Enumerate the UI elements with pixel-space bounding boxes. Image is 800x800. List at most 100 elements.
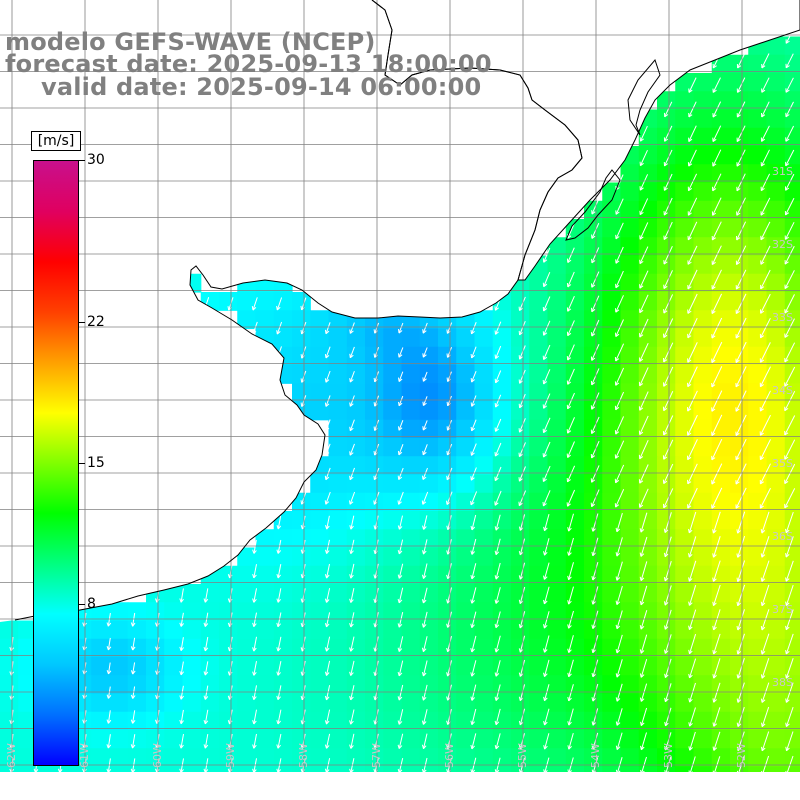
colorbar-tick-label: 8 xyxy=(87,596,96,613)
field-cell xyxy=(638,492,658,512)
field-cell xyxy=(748,511,768,530)
wind-arrow xyxy=(614,464,625,484)
wind-arrow xyxy=(179,661,184,676)
field-cell xyxy=(164,730,184,749)
field-cell xyxy=(474,511,494,530)
field-cell xyxy=(675,657,695,676)
wind-arrow xyxy=(639,536,648,557)
wind-arrow xyxy=(252,564,257,579)
field-cell xyxy=(127,693,147,713)
field-cell xyxy=(675,164,695,184)
wind-arrow xyxy=(711,390,723,412)
field-cell xyxy=(219,657,238,676)
field-cell xyxy=(492,693,512,713)
wind-arrow xyxy=(615,561,623,581)
field-cell xyxy=(565,419,585,439)
wind-arrow xyxy=(662,415,674,436)
wind-arrow xyxy=(614,343,625,362)
wind-arrow xyxy=(494,660,501,677)
field-cell xyxy=(511,547,530,567)
field-cell xyxy=(219,602,238,622)
field-cell xyxy=(547,748,567,768)
field-cell xyxy=(766,511,786,530)
wind-arrow xyxy=(179,612,184,627)
wind-arrow xyxy=(421,709,428,725)
field-cell xyxy=(584,310,603,330)
wind-arrow xyxy=(518,659,526,677)
wind-arrow xyxy=(784,318,795,338)
wind-arrow xyxy=(711,438,723,461)
field-cell xyxy=(584,584,603,603)
wind-arrow xyxy=(591,708,599,726)
field-cell xyxy=(730,164,749,184)
field-cell xyxy=(328,328,348,348)
field-cell xyxy=(419,602,439,622)
field-cell xyxy=(748,365,768,384)
field-cell xyxy=(474,638,494,658)
field-cell xyxy=(511,584,530,603)
field-cell xyxy=(529,419,549,439)
wind-arrow xyxy=(252,636,257,652)
field-cell xyxy=(0,693,19,713)
wind-arrow xyxy=(470,491,478,506)
wind-arrow xyxy=(543,538,550,556)
wind-arrow xyxy=(760,149,770,167)
field-cell xyxy=(565,255,585,275)
wind-arrow xyxy=(687,221,698,241)
wind-arrow xyxy=(711,414,723,437)
field-cell xyxy=(748,146,768,165)
field-cell xyxy=(310,620,330,640)
wind-arrow xyxy=(422,347,428,358)
field-cell xyxy=(766,474,786,494)
wind-arrow xyxy=(687,269,698,290)
wind-arrow xyxy=(566,392,575,410)
wind-arrow xyxy=(179,637,184,652)
wind-arrow xyxy=(349,491,356,505)
wind-arrow xyxy=(567,757,574,772)
field-cell xyxy=(529,511,549,530)
field-cell xyxy=(0,657,19,676)
field-cell xyxy=(146,602,165,622)
field-cell xyxy=(711,565,731,585)
coastline-path xyxy=(371,0,800,281)
field-cell xyxy=(419,346,439,366)
field-cell xyxy=(456,584,476,603)
wind-arrow xyxy=(639,318,649,338)
field-cell xyxy=(547,365,567,384)
field-cell xyxy=(638,438,658,457)
field-cell xyxy=(200,584,220,603)
field-cell xyxy=(711,711,731,731)
field-cell xyxy=(675,146,695,165)
field-cell xyxy=(620,565,640,585)
field-cell xyxy=(401,346,421,366)
wind-arrow xyxy=(590,465,600,483)
wind-arrow xyxy=(494,587,501,604)
wind-arrow xyxy=(324,588,331,603)
field-cell xyxy=(693,492,713,512)
wind-arrow xyxy=(712,756,721,772)
field-cell xyxy=(492,565,512,585)
wind-arrow xyxy=(785,149,795,167)
wind-arrow xyxy=(494,394,502,408)
wind-arrow xyxy=(687,487,698,509)
field-cell xyxy=(711,182,731,202)
field-cell xyxy=(602,237,622,257)
field-cell xyxy=(401,328,421,348)
wind-arrow xyxy=(785,53,794,69)
field-cell xyxy=(346,401,366,421)
wind-arrow xyxy=(615,537,623,557)
wind-arrow xyxy=(542,344,551,361)
field-cell xyxy=(584,328,603,348)
field-cell xyxy=(730,182,749,202)
field-cell xyxy=(711,748,731,768)
wind-arrow xyxy=(494,733,501,750)
field-cell xyxy=(237,292,257,311)
field-cell xyxy=(529,748,549,768)
field-cell xyxy=(693,146,713,165)
wind-arrow xyxy=(759,439,771,461)
field-cell xyxy=(620,492,640,512)
wind-arrow xyxy=(687,390,698,412)
wind-arrow xyxy=(543,513,550,532)
field-cell xyxy=(711,675,731,695)
wind-arrow xyxy=(252,685,257,701)
